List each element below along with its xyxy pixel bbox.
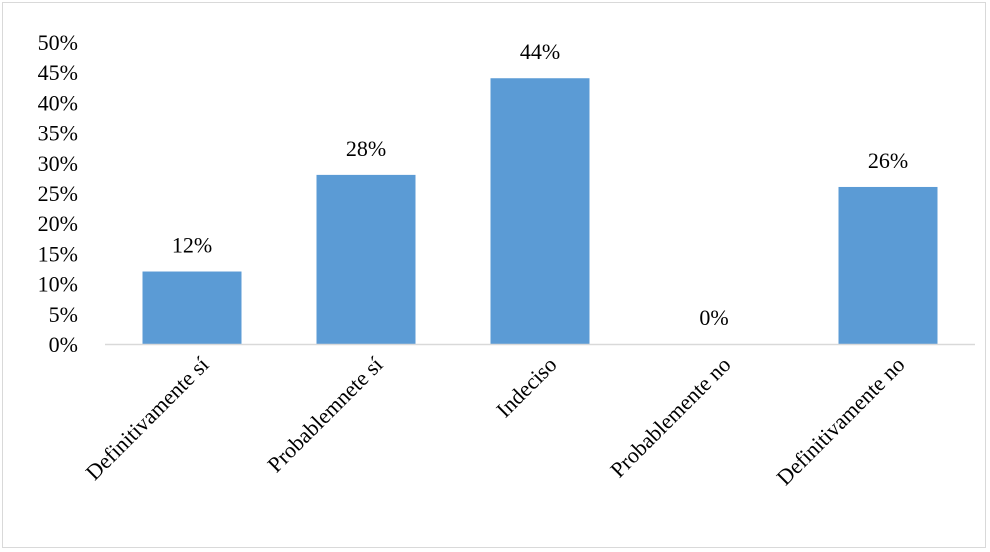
data-labels: 12% 28% 44% 0% 26% bbox=[172, 39, 908, 330]
y-tick-label: 35% bbox=[38, 121, 78, 146]
y-tick-label: 10% bbox=[38, 272, 78, 297]
data-label: 44% bbox=[520, 39, 560, 64]
data-label: 0% bbox=[699, 305, 728, 330]
bar bbox=[838, 186, 938, 344]
category-label: Definitivamente no bbox=[771, 352, 909, 490]
bars bbox=[142, 78, 938, 345]
y-tick-label: 50% bbox=[38, 30, 78, 55]
category-label: Definitivamente sí bbox=[81, 352, 214, 485]
category-label: Probablemnete sí bbox=[262, 352, 387, 477]
bar bbox=[316, 174, 416, 344]
data-label: 12% bbox=[172, 233, 212, 258]
y-tick-label: 0% bbox=[49, 332, 78, 357]
category-labels: Definitivamente sí Probablemnete sí Indeci… bbox=[81, 352, 910, 490]
data-label: 26% bbox=[868, 148, 908, 173]
y-tick-label: 25% bbox=[38, 181, 78, 206]
y-tick-label: 5% bbox=[49, 302, 78, 327]
y-tick-label: 20% bbox=[38, 211, 78, 236]
bar bbox=[490, 78, 590, 345]
data-label: 28% bbox=[346, 136, 386, 161]
y-tick-label: 40% bbox=[38, 90, 78, 115]
y-tick-label: 30% bbox=[38, 151, 78, 176]
category-label: Indeciso bbox=[491, 352, 561, 422]
y-tick-label: 15% bbox=[38, 241, 78, 266]
bar bbox=[142, 271, 242, 344]
category-label: Probablemente no bbox=[605, 352, 735, 482]
y-axis-ticks: 0% 5% 10% 15% 20% 25% 30% 35% 40% 45% 50% bbox=[38, 30, 78, 357]
y-tick-label: 45% bbox=[38, 60, 78, 85]
